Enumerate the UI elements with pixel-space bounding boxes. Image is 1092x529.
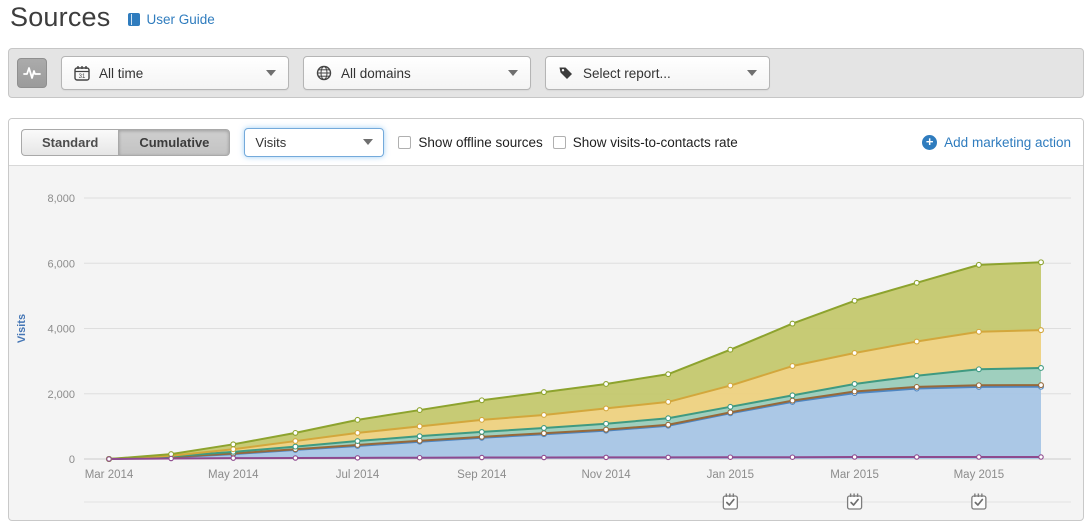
- report-value: Select report...: [583, 65, 671, 81]
- show-visits-to-contacts-checkbox[interactable]: Show visits-to-contacts rate: [552, 134, 738, 150]
- metric-select[interactable]: Visits: [244, 127, 385, 157]
- filter-bar: 31 All time All domains Select report...: [8, 48, 1084, 98]
- svg-text:6,000: 6,000: [47, 258, 75, 270]
- svg-text:4,000: 4,000: [47, 324, 75, 336]
- time-range-value: All time: [99, 65, 144, 81]
- caret-down-icon: [747, 70, 757, 76]
- caret-down-icon: [363, 139, 374, 145]
- tag-icon: [559, 67, 572, 79]
- svg-text:Mar 2014: Mar 2014: [85, 469, 134, 481]
- chart-panel: Standard Cumulative Visits Show offline …: [8, 118, 1084, 521]
- domain-value: All domains: [341, 65, 411, 81]
- plus-circle-icon: +: [922, 134, 938, 150]
- chart-pulse-icon: [23, 67, 41, 79]
- book-icon: [128, 13, 141, 26]
- report-select[interactable]: Select report...: [545, 56, 770, 90]
- svg-text:Mar 2015: Mar 2015: [830, 469, 879, 481]
- checkbox-box: [398, 135, 412, 149]
- svg-text:31: 31: [79, 74, 86, 80]
- marketing-action-calendar-icon[interactable]: [722, 493, 738, 510]
- page-header: Sources User Guide: [10, 2, 215, 33]
- svg-text:2,000: 2,000: [47, 389, 75, 401]
- checkbox-label: Show offline sources: [418, 134, 543, 150]
- checkbox-label: Show visits-to-contacts rate: [572, 134, 738, 150]
- svg-text:Jul 2014: Jul 2014: [336, 469, 380, 481]
- user-guide-link[interactable]: User Guide: [128, 12, 215, 27]
- add-marketing-action-label: Add marketing action: [944, 134, 1071, 150]
- svg-text:8,000: 8,000: [47, 193, 75, 205]
- svg-text:Sep 2014: Sep 2014: [457, 469, 507, 481]
- svg-text:May 2015: May 2015: [954, 469, 1005, 481]
- globe-icon: [316, 65, 332, 81]
- caret-down-icon: [508, 70, 518, 76]
- marketing-action-calendar-icon[interactable]: [971, 493, 987, 510]
- time-range-select[interactable]: 31 All time: [61, 56, 289, 90]
- add-marketing-action-link[interactable]: + Add marketing action: [922, 134, 1071, 150]
- calendar-icon: 31: [74, 66, 90, 81]
- svg-text:Jan 2015: Jan 2015: [707, 469, 754, 481]
- svg-text:Visits: Visits: [16, 314, 28, 343]
- chart-area: 0 2,000 4,000 6,000 8,000 Visits Mar 2014 May 2…: [9, 166, 1083, 520]
- view-mode-tabs: Standard Cumulative: [21, 128, 231, 156]
- svg-text:0: 0: [69, 454, 75, 466]
- page-title: Sources: [10, 2, 111, 32]
- show-offline-sources-checkbox[interactable]: Show offline sources: [398, 134, 543, 150]
- svg-text:May 2014: May 2014: [208, 469, 259, 481]
- tab-cumulative[interactable]: Cumulative: [118, 128, 231, 156]
- chart-toolbar: Standard Cumulative Visits Show offline …: [9, 119, 1083, 166]
- visits-cumulative-area-chart: 0 2,000 4,000 6,000 8,000 Visits Mar 2014 May 2…: [16, 193, 1071, 510]
- marketing-action-calendar-icon[interactable]: [846, 493, 863, 510]
- metric-value: Visits: [255, 134, 287, 150]
- user-guide-label: User Guide: [146, 12, 215, 27]
- svg-text:Nov 2014: Nov 2014: [581, 469, 631, 481]
- checkbox-box: [552, 135, 566, 149]
- caret-down-icon: [266, 70, 276, 76]
- tab-standard[interactable]: Standard: [21, 128, 119, 156]
- domain-select[interactable]: All domains: [303, 56, 531, 90]
- chart-type-button[interactable]: [17, 58, 47, 88]
